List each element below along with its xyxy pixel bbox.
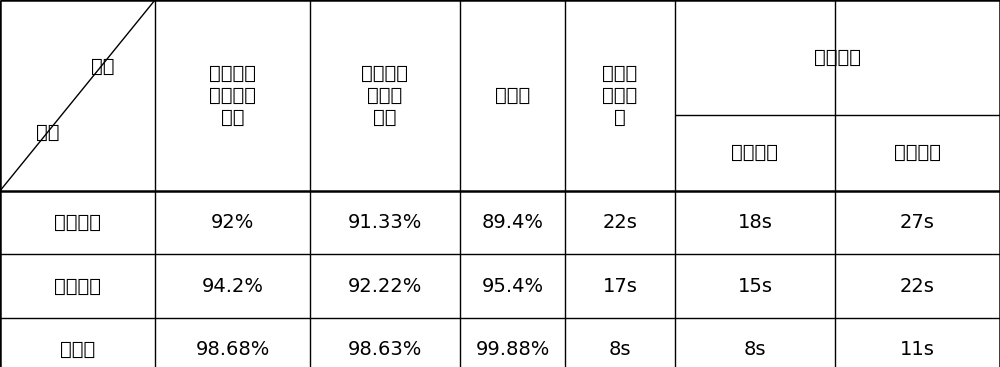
Text: 对照组二: 对照组二 <box>54 277 101 295</box>
Text: 94.2%: 94.2% <box>201 277 264 295</box>
Text: 项目: 项目 <box>91 57 114 76</box>
Text: 8s: 8s <box>609 340 631 359</box>
Text: 99.88%: 99.88% <box>475 340 550 359</box>
Text: 8s: 8s <box>744 340 766 359</box>
Text: 89.4%: 89.4% <box>482 213 544 232</box>
Text: 污染物净
化率（常
温）: 污染物净 化率（常 温） <box>209 64 256 127</box>
Text: 搅拌絮凝: 搅拌絮凝 <box>732 143 778 162</box>
Text: 杀菌率: 杀菌率 <box>495 86 530 105</box>
Text: 絮凝物
沉降速
度: 絮凝物 沉降速 度 <box>602 64 638 127</box>
Text: 98.68%: 98.68% <box>195 340 270 359</box>
Text: 15s: 15s <box>738 277 772 295</box>
Text: 95.4%: 95.4% <box>481 277 544 295</box>
Text: 18s: 18s <box>738 213 772 232</box>
Text: 11s: 11s <box>900 340 935 359</box>
Text: 17s: 17s <box>603 277 637 295</box>
Text: 絮凝速度: 絮凝速度 <box>814 48 861 67</box>
Text: 92.22%: 92.22% <box>348 277 422 295</box>
Text: 浊度去除
率（常
温）: 浊度去除 率（常 温） <box>362 64 409 127</box>
Text: 98.63%: 98.63% <box>348 340 422 359</box>
Text: 实验组: 实验组 <box>60 340 95 359</box>
Text: 92%: 92% <box>211 213 254 232</box>
Text: 22s: 22s <box>900 277 935 295</box>
Text: 22s: 22s <box>603 213 637 232</box>
Text: 27s: 27s <box>900 213 935 232</box>
Text: 自然絮凝: 自然絮凝 <box>894 143 941 162</box>
Text: 组别: 组别 <box>36 123 59 142</box>
Text: 对照组一: 对照组一 <box>54 213 101 232</box>
Text: 91.33%: 91.33% <box>348 213 422 232</box>
